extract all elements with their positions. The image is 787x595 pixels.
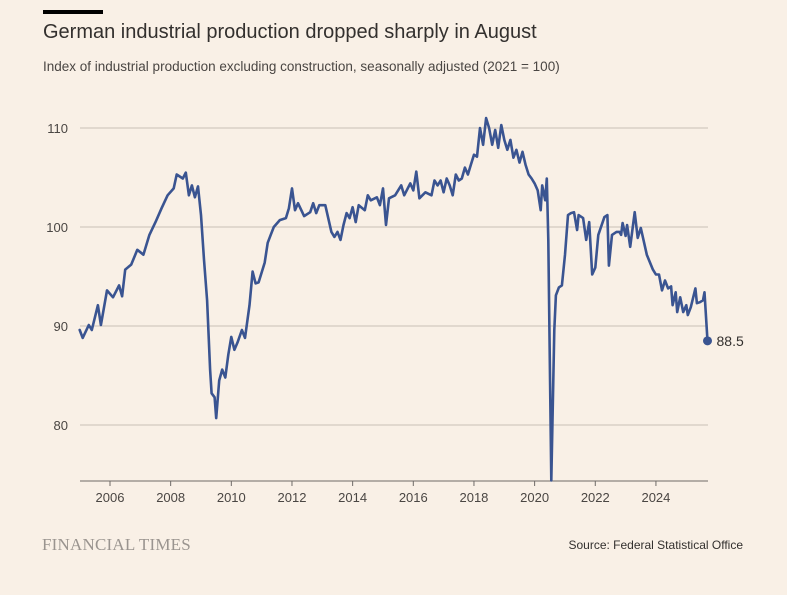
y-tick-label: 110 [47, 121, 68, 136]
y-tick-label: 100 [46, 220, 68, 235]
x-tick-label: 2024 [641, 490, 670, 505]
x-tick-label: 2014 [338, 490, 367, 505]
x-tick-label: 2020 [520, 490, 549, 505]
x-tick-label: 2022 [581, 490, 610, 505]
x-tick-label: 2012 [278, 490, 307, 505]
y-tick-label: 80 [54, 418, 68, 433]
chart-subtitle: Index of industrial production excluding… [43, 59, 560, 74]
source-note: Source: Federal Statistical Office [568, 538, 743, 552]
x-tick-label: 2008 [156, 490, 185, 505]
chart-title: German industrial production dropped sha… [43, 21, 537, 43]
series-line-industrial-production [78, 116, 709, 482]
latest-value-label: 88.5 [717, 333, 744, 349]
y-tick-label: 90 [54, 319, 68, 334]
x-tick-label: 2010 [217, 490, 246, 505]
x-tick-label: 2006 [96, 490, 125, 505]
title-accent-bar [43, 10, 103, 14]
x-tick-label: 2018 [459, 490, 488, 505]
latest-value-marker [703, 336, 713, 346]
x-tick-label: 2016 [399, 490, 428, 505]
ft-logo: FINANCIAL TIMES [42, 535, 191, 554]
